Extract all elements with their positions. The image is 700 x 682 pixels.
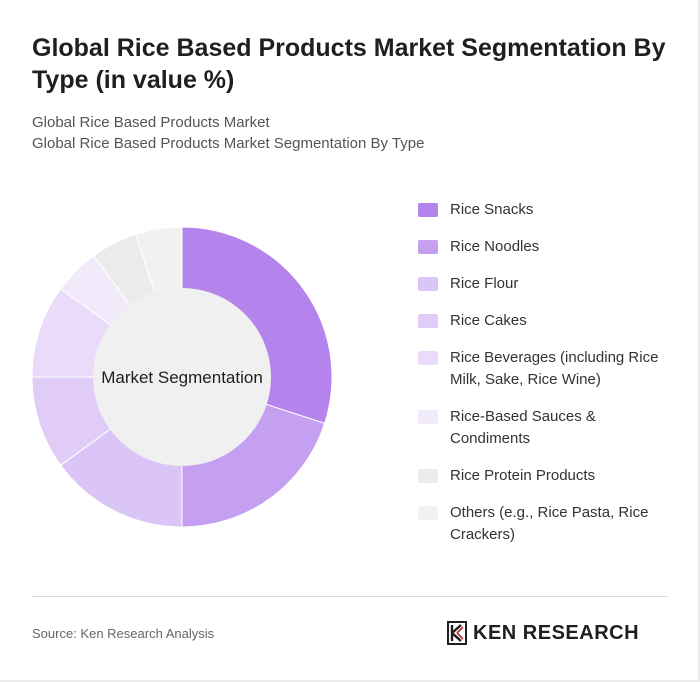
legend-item[interactable]: Rice Noodles [418,236,678,258]
legend-swatch [418,410,438,424]
center-label: Market Segmentation [101,368,263,387]
legend-label: Rice Flour [450,275,519,292]
chart-legend: Rice Snacks Rice Noodles Rice Flour Rice Ca… [418,199,678,561]
legend-label: Rice Snacks [450,201,534,218]
legend-swatch [418,314,438,328]
legend-item[interactable]: Rice Protein Products [418,465,678,487]
chart-title: Global Rice Based Products Market Segmen… [32,34,666,94]
legend-item[interactable]: Rice-Based Sauces & Condiments [418,406,678,450]
legend-swatch [418,203,438,217]
legend-swatch [418,506,438,520]
legend-swatch [418,351,438,365]
breadcrumb-market: Global Rice Based Products Market [32,114,270,131]
legend-item[interactable]: Rice Snacks [418,199,678,221]
ken-research-logo-icon [447,621,467,645]
legend-label: Rice Protein Products [450,467,596,484]
donut-chart: Market Segmentation [31,226,333,528]
legend-item[interactable]: Rice Cakes [418,310,678,332]
legend-swatch [418,277,438,291]
ken-research-logo: KEN RESEARCH [447,621,639,645]
legend-item[interactable]: Rice Flour [418,273,678,295]
source-note: Source: Ken Research Analysis [32,626,215,641]
donut-hole [93,288,271,466]
ken-research-brand: KEN RESEARCH [473,621,640,644]
legend-label: Rice Noodles [450,238,540,255]
legend-label: Rice Cakes [450,312,527,329]
legend-label: Rice-Based Sauces & Condiments [450,408,596,447]
legend-swatch [418,469,438,483]
legend-label: Others (e.g., Rice Pasta, Rice Crackers) [450,504,649,543]
legend-swatch [418,240,438,254]
footer-divider [32,596,668,597]
legend-label: Rice Beverages (including Rice Milk, Sak… [450,349,659,388]
legend-item[interactable]: Others (e.g., Rice Pasta, Rice Crackers) [418,502,678,546]
legend-item[interactable]: Rice Beverages (including Rice Milk, Sak… [418,347,678,391]
breadcrumb-segmentation: Global Rice Based Products Market Segmen… [32,135,425,152]
